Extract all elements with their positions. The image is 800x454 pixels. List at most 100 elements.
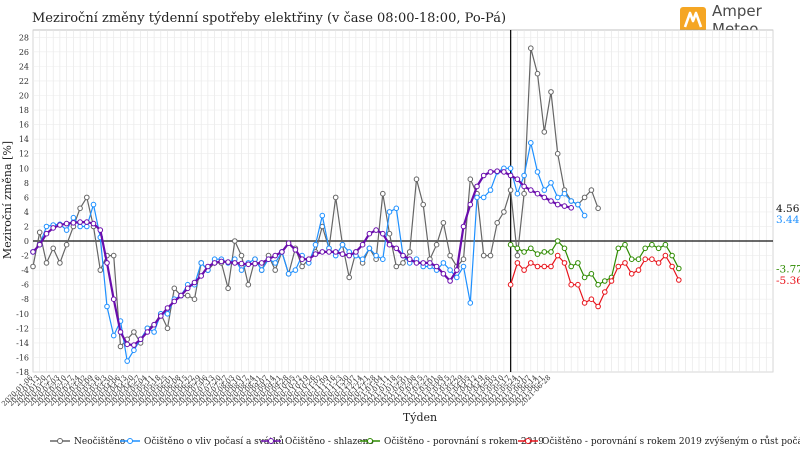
data-point (595, 205, 601, 212)
data-point (110, 296, 117, 303)
y-tick-label: -18 (16, 368, 29, 377)
data-point (460, 256, 467, 263)
data-point (164, 311, 171, 317)
data-point (548, 198, 554, 204)
data-point (137, 336, 144, 343)
data-point (581, 300, 588, 306)
data-point (541, 194, 548, 201)
y-tick-label: -8 (21, 295, 29, 304)
plot-axes: -18-16-14-12-10-8-6-4-202468101214161820… (0, 30, 773, 408)
data-point (561, 203, 568, 209)
legend-label: Očištěno - shlazeno (285, 436, 374, 447)
data-point (642, 256, 649, 263)
data-point (353, 249, 359, 255)
data-point (97, 227, 104, 233)
data-point (306, 256, 312, 263)
data-point (400, 252, 406, 259)
data-point (622, 260, 628, 266)
data-point (312, 251, 319, 257)
data-point (117, 329, 124, 335)
data-point (77, 219, 83, 225)
data-point (534, 169, 541, 175)
data-point (554, 238, 561, 244)
data-point (588, 296, 595, 303)
series-4 (507, 238, 682, 288)
data-point (676, 265, 682, 272)
data-point (514, 252, 521, 259)
data-point (548, 180, 554, 186)
data-point (474, 194, 480, 201)
data-point (359, 241, 366, 248)
data-point (588, 271, 595, 277)
data-point (561, 260, 568, 266)
data-point (104, 303, 110, 310)
data-point (541, 249, 548, 255)
data-point (467, 201, 474, 208)
data-point (238, 267, 245, 273)
data-point (225, 259, 231, 265)
data-point (50, 245, 57, 252)
y-tick-label: 8 (24, 179, 29, 188)
data-point (676, 277, 682, 283)
data-point (534, 190, 541, 197)
data-point (615, 263, 622, 270)
data-point (554, 201, 561, 208)
data-point (90, 201, 97, 208)
data-point (332, 194, 339, 201)
data-point (380, 230, 386, 237)
data-point (232, 238, 238, 244)
data-point (366, 230, 373, 237)
data-point (460, 223, 467, 230)
data-point (440, 260, 447, 266)
y-tick-label: 24 (19, 62, 29, 71)
data-point (561, 190, 568, 197)
data-point (642, 245, 649, 252)
y-tick-label: -6 (21, 281, 29, 290)
data-point (77, 205, 83, 212)
data-point (420, 201, 427, 208)
y-tick-label: 28 (19, 33, 29, 42)
data-point (117, 343, 124, 350)
data-point (366, 245, 373, 252)
data-point (615, 245, 622, 252)
legend-marker (57, 438, 63, 444)
data-point (30, 249, 36, 255)
data-point (191, 296, 198, 303)
x-axis-label: Týden (403, 411, 437, 424)
data-point (635, 267, 642, 273)
data-point (211, 260, 218, 266)
data-point (447, 252, 453, 259)
data-point (669, 263, 675, 270)
legend-item: Neočištěno (50, 436, 125, 447)
data-point (386, 209, 393, 215)
data-point (474, 183, 480, 190)
data-point (84, 219, 90, 225)
data-point (63, 241, 70, 248)
data-point (649, 241, 655, 248)
data-point (191, 279, 198, 286)
data-point (622, 241, 628, 248)
data-point (602, 289, 608, 295)
y-tick-label: 2 (24, 222, 29, 231)
data-point (359, 256, 366, 263)
y-tick-label: -10 (16, 310, 29, 319)
data-point (413, 260, 420, 266)
data-point (265, 256, 272, 263)
data-point (514, 190, 521, 197)
data-point (548, 249, 554, 255)
data-point (494, 220, 501, 226)
data-point (171, 285, 178, 292)
data-point (413, 176, 420, 182)
data-point (649, 256, 655, 263)
data-point (43, 223, 50, 230)
data-point (238, 260, 245, 267)
legend-marker (525, 438, 531, 444)
data-point (447, 278, 453, 284)
data-point (554, 194, 561, 201)
data-point (514, 245, 521, 252)
data-point (575, 201, 581, 208)
data-point (90, 220, 97, 227)
legend-marker (367, 438, 373, 444)
y-tick-label: 26 (19, 48, 29, 57)
